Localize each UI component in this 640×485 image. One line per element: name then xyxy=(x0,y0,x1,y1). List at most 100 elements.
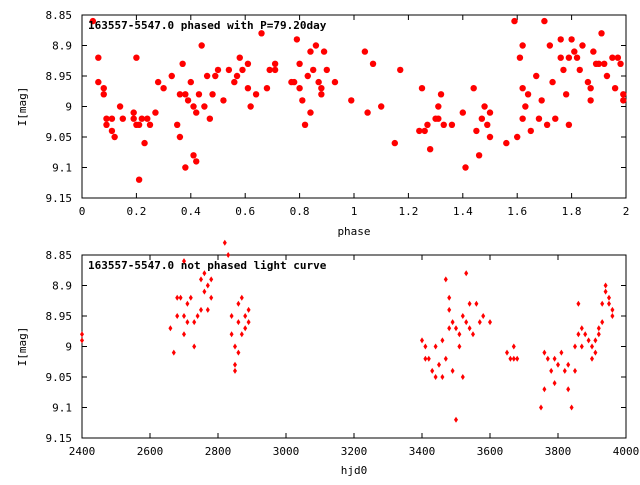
data-point xyxy=(576,331,581,338)
data-point xyxy=(600,300,605,307)
data-point xyxy=(600,319,605,326)
data-point xyxy=(141,139,148,147)
data-point xyxy=(460,313,465,319)
data-point xyxy=(202,288,207,295)
data-point xyxy=(239,294,244,301)
data-point xyxy=(475,152,483,159)
data-point xyxy=(579,42,586,49)
data-point xyxy=(576,300,581,307)
data-point xyxy=(184,97,192,104)
data-point xyxy=(229,313,234,319)
data-point xyxy=(138,115,146,122)
data-point xyxy=(607,294,611,301)
data-point xyxy=(312,42,320,49)
x-tick-label: 1.4 xyxy=(453,205,473,218)
data-point xyxy=(420,337,424,344)
data-point xyxy=(182,91,189,98)
data-point xyxy=(233,343,237,350)
data-point xyxy=(369,60,377,67)
data-point xyxy=(565,54,573,61)
data-point xyxy=(176,91,184,98)
data-point xyxy=(484,121,491,128)
data-point xyxy=(426,355,431,362)
x-tick-label: 3600 xyxy=(477,445,504,458)
data-point xyxy=(557,36,564,43)
data-point xyxy=(457,331,462,338)
data-point xyxy=(271,60,279,67)
data-point xyxy=(430,367,435,374)
data-point xyxy=(205,306,210,313)
data-point xyxy=(185,300,190,307)
data-point xyxy=(135,121,143,128)
x-tick-label: 3200 xyxy=(341,445,368,458)
data-point xyxy=(116,103,124,110)
data-point xyxy=(111,133,118,141)
data-point xyxy=(80,331,84,338)
data-point xyxy=(454,416,458,423)
x-tick-label: 1 xyxy=(351,205,358,218)
data-point xyxy=(535,115,543,122)
data-point xyxy=(587,85,594,92)
data-point xyxy=(201,103,208,110)
data-point xyxy=(557,54,564,61)
data-point xyxy=(488,319,492,326)
data-point xyxy=(331,78,339,86)
data-point xyxy=(182,164,189,171)
phased-panel: 0 0.2 0.4 0.6 0.8 1 1.2 1.4 1.6 1.8 2 8.85 8.9 8.95 9 9… xyxy=(16,9,629,238)
data-point xyxy=(271,66,279,74)
data-point xyxy=(454,325,458,332)
data-point xyxy=(193,109,200,116)
data-point xyxy=(233,361,237,368)
data-point xyxy=(620,97,627,104)
x-tick-label: 1.2 xyxy=(398,205,418,218)
data-point xyxy=(103,121,110,128)
data-point xyxy=(573,343,577,350)
data-point xyxy=(263,85,271,92)
data-point xyxy=(603,288,608,295)
data-point xyxy=(440,337,445,344)
data-point xyxy=(361,48,369,55)
data-point xyxy=(505,349,509,356)
data-point xyxy=(192,343,197,350)
data-point xyxy=(95,78,102,86)
data-point xyxy=(192,319,197,326)
data-point xyxy=(236,319,241,326)
data-point xyxy=(315,78,322,86)
data-point xyxy=(154,78,162,86)
data-point xyxy=(190,152,197,159)
data-point xyxy=(508,355,513,362)
data-point xyxy=(601,60,608,67)
data-point xyxy=(467,325,472,332)
data-point xyxy=(152,109,159,116)
data-point xyxy=(587,97,594,104)
data-point xyxy=(199,276,203,283)
data-point xyxy=(307,109,314,116)
data-point xyxy=(307,48,314,55)
data-point xyxy=(416,127,423,135)
data-point xyxy=(236,300,241,307)
data-point xyxy=(195,313,200,319)
data-point xyxy=(108,127,116,135)
data-point xyxy=(435,115,442,122)
data-point xyxy=(571,48,578,55)
data-point xyxy=(100,85,107,92)
data-point xyxy=(179,60,186,67)
data-point xyxy=(80,337,84,344)
data-point xyxy=(447,294,452,301)
data-point xyxy=(579,343,584,350)
data-point xyxy=(609,54,616,61)
data-point xyxy=(583,331,588,338)
y-axis-label: I[mag] xyxy=(16,327,29,367)
data-point xyxy=(233,72,241,80)
chart-title: 163557-5547.0 phased with P=79.20day xyxy=(88,19,327,32)
data-point xyxy=(252,91,260,98)
data-point xyxy=(459,109,466,116)
y-tick-label: 8.95 xyxy=(46,70,73,83)
data-point xyxy=(610,313,615,319)
data-point xyxy=(569,404,574,411)
data-point xyxy=(617,60,624,67)
data-point xyxy=(119,115,127,122)
data-point xyxy=(187,78,194,86)
data-point xyxy=(559,349,564,356)
